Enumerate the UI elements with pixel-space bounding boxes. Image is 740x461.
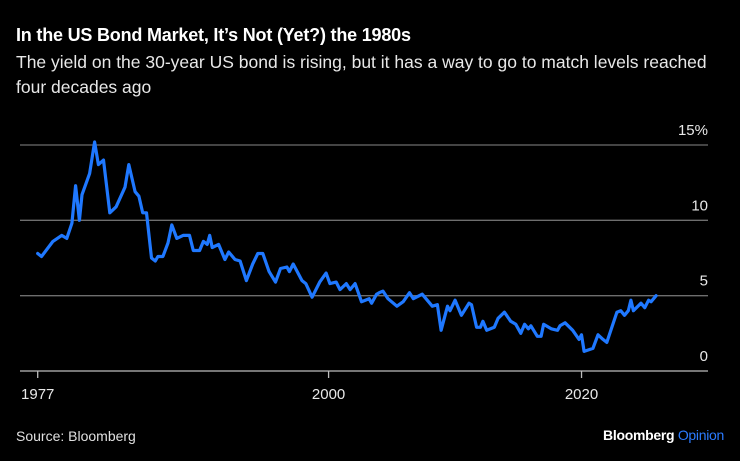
chart-title: In the US Bond Market, It’s Not (Yet?) t… [16,25,411,45]
x-tick-label: 2020 [565,386,598,403]
y-axis-ticks: 15% 10 5 0 [678,122,708,365]
logo-section: Opinion [677,427,724,443]
chart-subtitle: The yield on the 30-year US bond is risi… [16,52,707,97]
y-tick-label: 10 [691,197,708,214]
yield-line [36,140,658,353]
source-note: Source: Bloomberg [16,428,136,444]
logo-brand: Bloomberg [603,427,675,443]
y-tick-label: 15% [678,122,708,139]
bloomberg-opinion-logo: Bloomberg Opinion [603,427,724,443]
y-tick-label: 0 [700,348,708,365]
x-tick-label: 2000 [312,386,345,403]
x-tick-label: 1977 [21,386,54,403]
x-axis-ticks: 1977 2000 2020 [21,371,598,403]
y-tick-label: 5 [700,273,708,290]
gridlines [20,144,708,372]
